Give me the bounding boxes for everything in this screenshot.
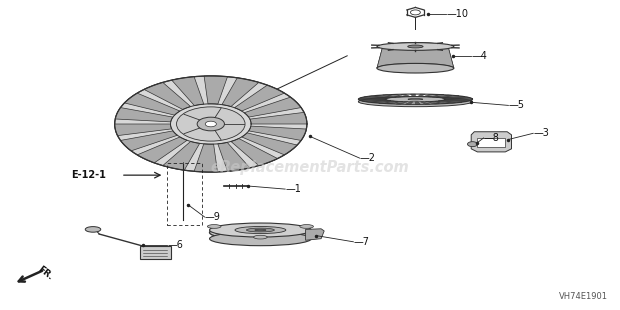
- Polygon shape: [218, 142, 250, 171]
- Polygon shape: [140, 246, 170, 259]
- Polygon shape: [369, 96, 392, 98]
- Polygon shape: [115, 124, 172, 135]
- Polygon shape: [441, 100, 467, 102]
- Ellipse shape: [86, 227, 100, 232]
- Polygon shape: [418, 94, 425, 96]
- Polygon shape: [115, 108, 173, 122]
- Polygon shape: [391, 94, 405, 97]
- Text: —7: —7: [353, 237, 370, 247]
- Polygon shape: [428, 95, 444, 97]
- Polygon shape: [242, 133, 297, 155]
- Polygon shape: [396, 102, 408, 104]
- Polygon shape: [405, 102, 413, 104]
- Text: VH74E1901: VH74E1901: [559, 292, 608, 301]
- Text: —8: —8: [484, 133, 500, 143]
- Polygon shape: [162, 141, 200, 170]
- Polygon shape: [120, 131, 177, 151]
- Circle shape: [115, 76, 307, 172]
- Polygon shape: [360, 97, 388, 99]
- Text: —9: —9: [205, 212, 221, 222]
- Polygon shape: [222, 78, 259, 107]
- Text: —5: —5: [508, 100, 525, 110]
- Ellipse shape: [408, 99, 423, 100]
- Text: E-12-1: E-12-1: [71, 170, 106, 180]
- Circle shape: [205, 121, 216, 127]
- Polygon shape: [137, 137, 187, 163]
- Polygon shape: [477, 138, 505, 147]
- Polygon shape: [231, 139, 278, 166]
- Polygon shape: [249, 126, 306, 140]
- Polygon shape: [125, 93, 180, 115]
- Polygon shape: [383, 95, 401, 97]
- Polygon shape: [415, 102, 420, 104]
- Ellipse shape: [377, 63, 454, 73]
- Polygon shape: [436, 95, 459, 97]
- Ellipse shape: [408, 45, 423, 48]
- Polygon shape: [420, 102, 430, 104]
- Polygon shape: [372, 101, 394, 103]
- Polygon shape: [204, 76, 228, 104]
- Polygon shape: [194, 144, 218, 172]
- Polygon shape: [172, 77, 204, 106]
- Ellipse shape: [235, 227, 286, 233]
- Polygon shape: [377, 43, 454, 68]
- Polygon shape: [410, 94, 415, 96]
- Circle shape: [467, 142, 477, 147]
- Ellipse shape: [255, 229, 266, 231]
- Polygon shape: [366, 100, 391, 102]
- Text: —6: —6: [167, 240, 184, 250]
- Ellipse shape: [210, 223, 311, 237]
- Polygon shape: [423, 94, 435, 97]
- Polygon shape: [364, 97, 389, 98]
- Ellipse shape: [246, 228, 275, 232]
- Text: —2: —2: [360, 153, 376, 163]
- Polygon shape: [358, 98, 386, 99]
- Polygon shape: [443, 97, 469, 98]
- Ellipse shape: [210, 225, 311, 240]
- Polygon shape: [244, 97, 301, 117]
- Polygon shape: [435, 101, 456, 103]
- Circle shape: [177, 107, 245, 141]
- Text: —4: —4: [471, 51, 487, 61]
- Ellipse shape: [300, 225, 314, 228]
- Ellipse shape: [254, 235, 267, 239]
- Text: —3: —3: [533, 128, 549, 138]
- Polygon shape: [362, 100, 388, 101]
- Polygon shape: [144, 82, 191, 109]
- Polygon shape: [471, 132, 511, 152]
- Ellipse shape: [207, 225, 221, 228]
- Text: eReplacementParts.com: eReplacementParts.com: [211, 160, 409, 175]
- Polygon shape: [425, 102, 440, 104]
- Polygon shape: [401, 94, 410, 97]
- Polygon shape: [358, 99, 386, 100]
- Polygon shape: [375, 95, 396, 97]
- Polygon shape: [379, 101, 398, 104]
- Circle shape: [197, 117, 224, 131]
- Text: FR.: FR.: [36, 265, 55, 282]
- Polygon shape: [443, 100, 471, 101]
- Polygon shape: [250, 113, 307, 124]
- Ellipse shape: [210, 232, 311, 246]
- Circle shape: [410, 10, 420, 15]
- Polygon shape: [306, 229, 324, 240]
- Ellipse shape: [377, 43, 454, 50]
- Polygon shape: [377, 43, 454, 68]
- Polygon shape: [234, 85, 285, 111]
- Text: —1: —1: [285, 184, 301, 194]
- Polygon shape: [430, 101, 448, 104]
- Ellipse shape: [358, 97, 472, 107]
- Text: —10: —10: [446, 9, 468, 19]
- Polygon shape: [387, 101, 403, 104]
- Polygon shape: [440, 96, 465, 98]
- Polygon shape: [444, 98, 472, 99]
- Polygon shape: [438, 101, 462, 103]
- Polygon shape: [433, 95, 452, 97]
